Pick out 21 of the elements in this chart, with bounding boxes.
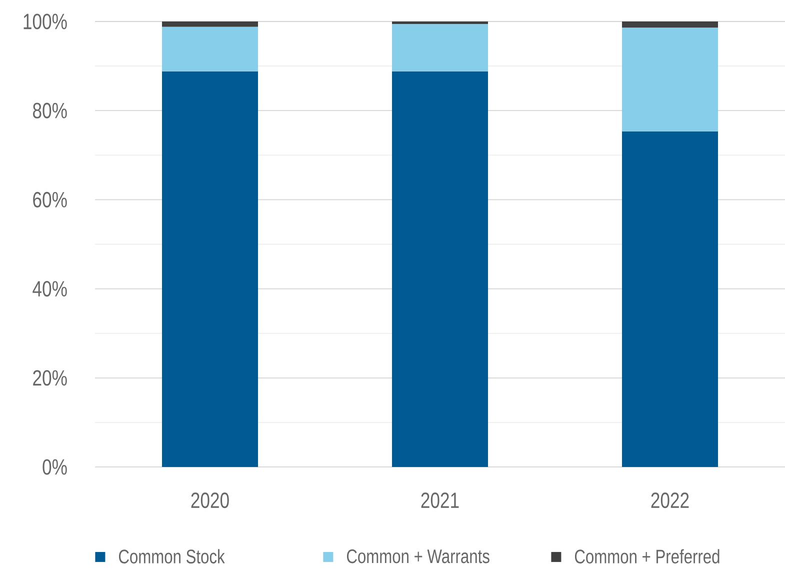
bar <box>392 71 488 467</box>
y-tick-label: 20% <box>33 370 67 386</box>
legend-label: Common + Warrants <box>347 549 490 564</box>
bar <box>162 26 258 72</box>
y-tick-label: 0% <box>42 459 67 475</box>
bar <box>622 132 718 467</box>
y-tick-label: 40% <box>32 280 67 297</box>
bar <box>392 24 488 72</box>
bar <box>162 21 258 27</box>
bar <box>162 71 258 467</box>
x-tick-label: 2020 <box>191 492 229 508</box>
legend-label: Common + Preferred <box>574 549 720 564</box>
legend-label: Common Stock <box>119 549 225 564</box>
bar <box>392 21 488 24</box>
y-tick-label: 80% <box>33 102 67 118</box>
bar <box>622 21 718 28</box>
x-tick-label: 2021 <box>421 492 459 508</box>
y-tick-label: 100% <box>24 14 67 30</box>
y-tick-label: 60% <box>33 192 67 208</box>
bar <box>622 28 718 132</box>
x-tick-label: 2022 <box>651 492 689 508</box>
